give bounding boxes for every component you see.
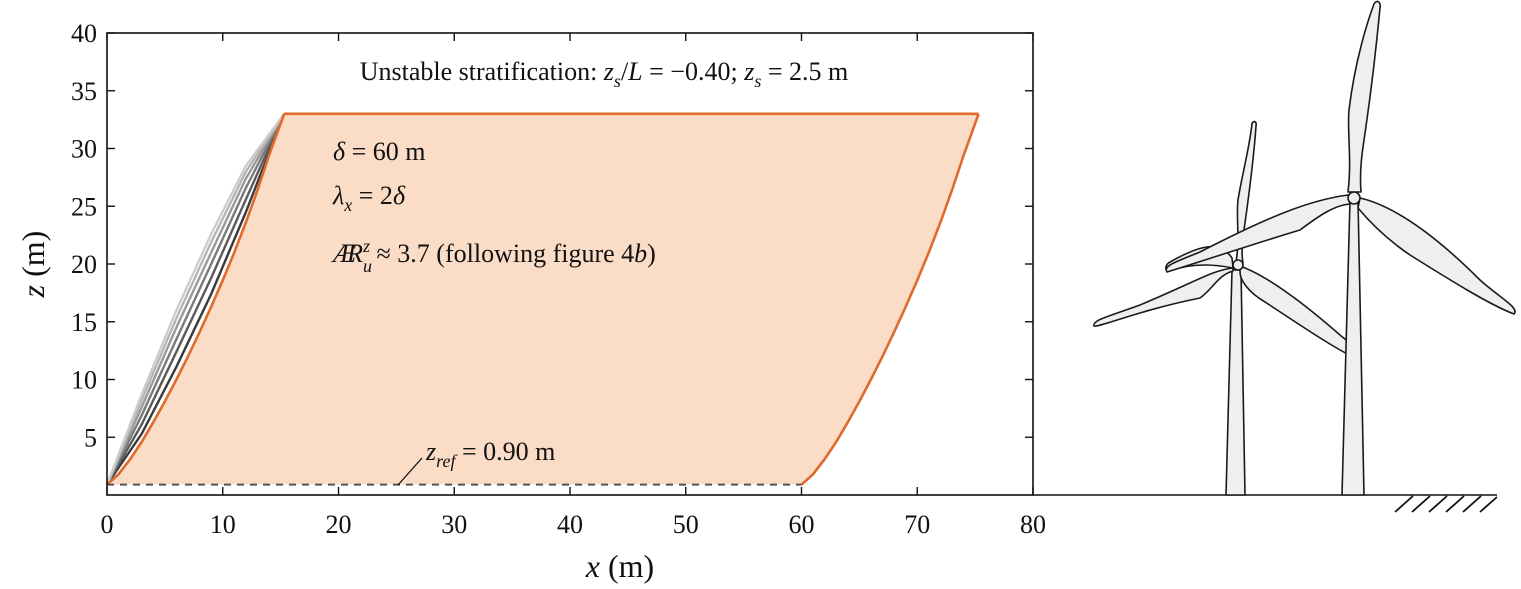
y-axis: 5 10 15 20 25 30 35 40 — [71, 19, 1033, 452]
y-tick-label: 40 — [71, 19, 97, 48]
x-axis-title: x (m) — [585, 548, 654, 584]
zref-annotation: zref = 0.90 m — [425, 437, 555, 471]
y-tick-label: 30 — [71, 135, 97, 164]
x-tick-label: 80 — [1020, 510, 1046, 539]
y-tick-label: 5 — [84, 423, 97, 452]
y-tick-label: 35 — [71, 77, 97, 106]
x-tick-label: 0 — [101, 510, 114, 539]
wind-turbine-icon — [1165, 0, 1516, 496]
x-tick-label: 70 — [904, 510, 930, 539]
lambda-annotation: λx = 2δ — [332, 181, 406, 215]
fan-profile-line — [106, 113, 286, 486]
fan-profile-line — [105, 113, 286, 486]
x-tick-label: 60 — [789, 510, 815, 539]
x-tick-label: 10 — [210, 510, 236, 539]
ground-hatch-icon — [1394, 495, 1498, 513]
y-axis-title: z (m) — [15, 231, 51, 299]
x-tick-label: 40 — [557, 510, 583, 539]
profile-fan — [105, 113, 286, 486]
fan-profile-line — [105, 113, 286, 486]
y-tick-label: 10 — [71, 366, 97, 395]
aspect-ratio-annotation: ÆRuz ≈ 3.7 (following figure 4b) — [331, 236, 656, 276]
zref-leader-line — [397, 457, 423, 486]
rear-profile-line — [800, 113, 980, 486]
swept-area-fill — [107, 113, 979, 485]
chart-title: Unstable stratification: zs/L = −0.40; z… — [360, 57, 848, 91]
fan-profile-line — [105, 113, 286, 486]
x-axis: 0 10 20 30 40 50 60 70 80 — [101, 33, 1046, 539]
y-tick-label: 25 — [71, 192, 97, 221]
x-tick-label: 30 — [441, 510, 467, 539]
y-tick-label: 20 — [71, 250, 97, 279]
x-tick-label: 50 — [673, 510, 699, 539]
wind-turbine-icon — [1093, 120, 1359, 496]
y-tick-label: 15 — [71, 308, 97, 337]
front-profile-line — [106, 113, 286, 486]
delta-annotation: δ = 60 m — [333, 137, 425, 166]
plot-area — [105, 112, 980, 486]
fan-profile-line — [105, 113, 286, 486]
fan-profile-line — [105, 113, 286, 486]
x-tick-label: 20 — [326, 510, 352, 539]
